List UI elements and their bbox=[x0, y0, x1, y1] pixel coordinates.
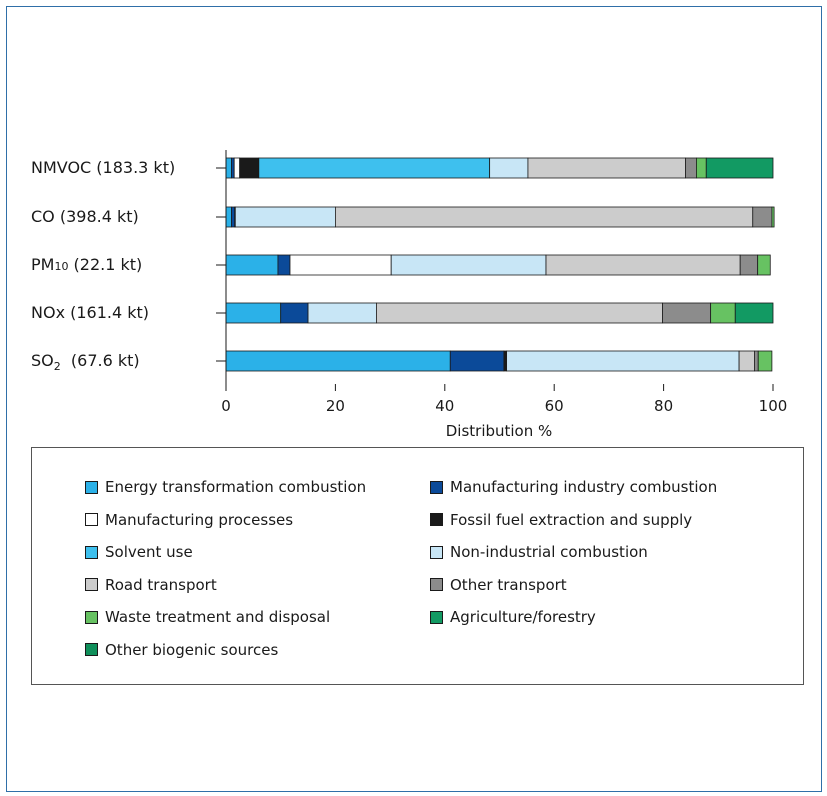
legend-label: Manufacturing processes bbox=[105, 510, 294, 529]
bar-nmvoc-non-industrial-combustion bbox=[489, 157, 529, 179]
x-tick-label: 40 bbox=[435, 397, 454, 415]
x-tick-label: 80 bbox=[654, 397, 673, 415]
legend-label: Other transport bbox=[450, 575, 567, 594]
bar-co-energy-transformation-combustion bbox=[225, 206, 232, 228]
legend-label: Fossil fuel extraction and supply bbox=[450, 510, 693, 529]
bar-so-non-industrial-combustion bbox=[506, 350, 740, 372]
bar-so-other-transport bbox=[754, 350, 759, 372]
bar-nmvoc-waste-treatment-and-disposal bbox=[696, 157, 707, 179]
legend-swatch bbox=[430, 480, 443, 494]
bar-pm-waste-treatment-and-disposal bbox=[757, 254, 771, 276]
bar-nox-manufacturing-industry-combustion bbox=[280, 302, 309, 324]
legend-item: Energy transformation combustion bbox=[85, 478, 366, 496]
x-tick-label: 20 bbox=[326, 397, 345, 415]
legend-swatch bbox=[430, 610, 443, 624]
legend-swatch bbox=[85, 480, 98, 494]
legend-item: Solvent use bbox=[85, 543, 193, 561]
x-axis: 0 20 40 60 80 100 bbox=[216, 150, 787, 415]
bar-nox-non-industrial-combustion bbox=[307, 302, 377, 324]
x-tick-label: 60 bbox=[545, 397, 564, 415]
bar-nox-agriculture-forestry bbox=[734, 302, 774, 324]
bar-nmvoc-fossil-fuel-extraction-and-supply bbox=[239, 157, 260, 179]
legend-label: Manufacturing industry combustion bbox=[450, 478, 718, 496]
legend-item: Manufacturing industry combustion bbox=[430, 478, 717, 496]
legend-swatch bbox=[430, 578, 443, 591]
figure-frame bbox=[6, 6, 822, 792]
legend-item: Other biogenic sources bbox=[85, 641, 278, 659]
bar-nmvoc-road-transport bbox=[527, 157, 686, 179]
legend-swatch bbox=[85, 610, 98, 624]
legend-item: Other transport bbox=[430, 576, 567, 594]
bar-pm-other-transport bbox=[739, 254, 759, 276]
bar-nox-road-transport bbox=[376, 302, 663, 324]
bar-so-waste-treatment-and-disposal bbox=[757, 350, 773, 372]
bar-so-manufacturing-industry-combustion bbox=[449, 350, 505, 372]
category-label-pm: PM10 (22.1 kt) bbox=[31, 255, 142, 274]
category-labels: NMVOC (183.3 kt) CO (398.4 kt) PM10 (22.1 … bbox=[31, 158, 175, 373]
bar-nox-other-transport bbox=[662, 302, 712, 324]
legend-item: Manufacturing processes bbox=[85, 511, 293, 529]
bar-co-road-transport bbox=[334, 206, 754, 228]
bar-nox-energy-transformation-combustion bbox=[225, 302, 282, 324]
bar-co-non-industrial-combustion bbox=[234, 206, 336, 228]
bar-co-waste-treatment-and-disposal bbox=[771, 206, 775, 228]
bar-area bbox=[225, 157, 775, 372]
legend-label: Energy transformation combustion bbox=[105, 478, 367, 496]
bar-nmvoc-manufacturing-processes bbox=[233, 157, 241, 179]
legend-swatch bbox=[85, 643, 98, 656]
bar-co-manufacturing-industry-combustion bbox=[231, 206, 236, 228]
category-label-so: SO2 (67.6 kt) bbox=[31, 351, 140, 373]
legend-item: Road transport bbox=[85, 576, 217, 594]
stacked-bar-chart: NMVOC (183.3 kt) CO (398.4 kt) PM10 (22.1 … bbox=[31, 150, 787, 440]
bar-nmvoc-energy-transformation-combustion bbox=[225, 157, 232, 179]
legend-item: Non-industrial combustion bbox=[430, 543, 648, 561]
bar-nmvoc-solvent-use bbox=[258, 157, 491, 179]
legend-swatch bbox=[85, 578, 98, 591]
legend-label: Agriculture/forestry bbox=[450, 608, 596, 626]
legend-swatch bbox=[430, 513, 443, 526]
bar-pm-non-industrial-combustion bbox=[390, 254, 547, 276]
legend-item: Waste treatment and disposal bbox=[85, 608, 330, 626]
bar-pm-road-transport bbox=[545, 254, 741, 276]
bar-so-road-transport bbox=[738, 350, 755, 372]
bar-nmvoc-other-transport bbox=[685, 157, 697, 179]
category-label-nox: NOx (161.4 kt) bbox=[31, 303, 149, 322]
bar-pm-energy-transformation-combustion bbox=[225, 254, 279, 276]
legend-item: Fossil fuel extraction and supply bbox=[430, 511, 692, 529]
x-tick-label: 0 bbox=[221, 397, 231, 415]
legend-label: Other biogenic sources bbox=[105, 640, 279, 659]
legend-label: Solvent use bbox=[105, 543, 193, 561]
x-tick-label: 100 bbox=[759, 397, 788, 415]
bar-pm-manufacturing-industry-combustion bbox=[277, 254, 291, 276]
legend-swatch bbox=[85, 513, 98, 526]
bar-nmvoc-agriculture-forestry bbox=[705, 157, 774, 179]
bar-so-fossil-fuel-extraction-and-supply bbox=[503, 350, 508, 372]
bar-so-energy-transformation-combustion bbox=[225, 350, 451, 372]
category-label-nmvoc: NMVOC (183.3 kt) bbox=[31, 158, 175, 177]
x-axis-label: Distribution % bbox=[446, 422, 553, 440]
bar-nox-waste-treatment-and-disposal bbox=[710, 302, 736, 324]
legend: Energy transformation combustion Manufact… bbox=[31, 447, 804, 685]
legend-label: Non-industrial combustion bbox=[450, 543, 648, 561]
bar-co-other-transport bbox=[752, 206, 773, 228]
category-label-co: CO (398.4 kt) bbox=[31, 207, 139, 226]
legend-swatch bbox=[430, 545, 443, 559]
legend-label: Waste treatment and disposal bbox=[105, 608, 331, 626]
legend-swatch bbox=[85, 545, 98, 559]
bar-nmvoc-manufacturing-industry-combustion bbox=[231, 157, 235, 179]
legend-item: Agriculture/forestry bbox=[430, 608, 596, 626]
legend-label: Road transport bbox=[105, 575, 217, 594]
bar-pm-manufacturing-processes bbox=[289, 254, 392, 276]
